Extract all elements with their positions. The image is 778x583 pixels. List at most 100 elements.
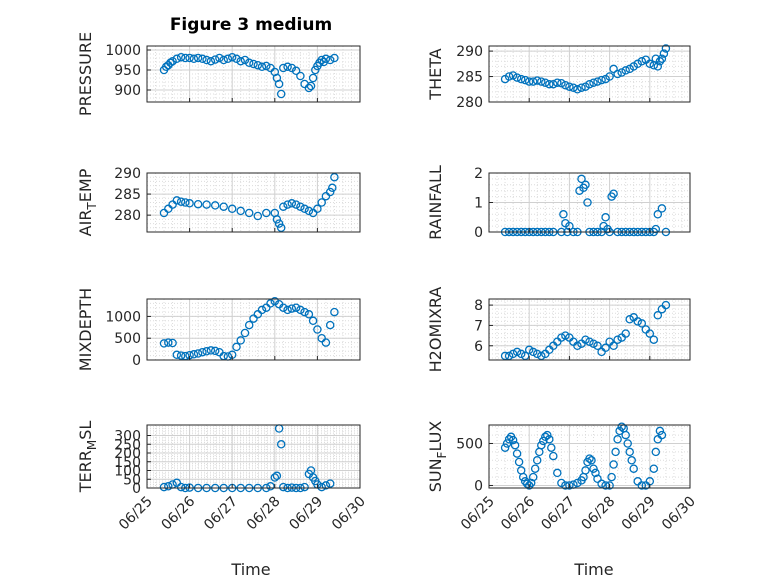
data-point	[617, 422, 626, 431]
data-point	[545, 79, 554, 89]
data-point	[597, 75, 606, 85]
data-point	[591, 468, 600, 478]
y-tick-label: 900	[114, 83, 141, 99]
data-point	[172, 478, 182, 488]
data-point	[257, 62, 267, 72]
data-point	[518, 472, 528, 482]
data-point	[300, 307, 309, 317]
data-point	[532, 349, 542, 359]
x-tick-label: 06/26	[159, 493, 199, 533]
data-point	[166, 58, 175, 68]
data-point	[651, 224, 661, 234]
data-point	[657, 204, 667, 213]
data-point	[262, 61, 271, 71]
data-point	[617, 68, 626, 77]
data-point	[539, 436, 548, 446]
data-point	[223, 54, 233, 64]
subplot-pressure: 900 950 1000 PRESSURE	[76, 32, 361, 116]
subplot-rainfall: 0 1 2 RAINFALL	[426, 165, 691, 241]
y-axis-label: MIXDEPTH	[76, 288, 95, 371]
data-point	[651, 447, 661, 457]
x-tick-label: 06/27	[201, 494, 241, 534]
data-point	[522, 479, 532, 489]
data-point	[317, 482, 326, 492]
data-point	[193, 199, 203, 209]
data-point	[210, 201, 220, 210]
y-tick-label: 950	[114, 63, 141, 79]
data-point	[512, 73, 522, 82]
data-point	[543, 430, 552, 440]
data-point	[621, 430, 630, 440]
axes-box	[146, 424, 361, 489]
data-point	[528, 77, 538, 86]
y-tick-label: 280	[114, 208, 141, 224]
data-point	[240, 328, 250, 338]
data-point	[623, 439, 632, 448]
data-point	[189, 54, 199, 64]
y-tick-label: 2	[474, 166, 483, 182]
data-point	[206, 56, 216, 66]
data-point	[276, 89, 286, 99]
data-point	[262, 303, 271, 312]
data-point	[317, 333, 326, 343]
y-tick-label: 250	[114, 437, 141, 453]
data-point	[236, 206, 245, 216]
data-point	[607, 472, 616, 482]
data-point	[553, 468, 562, 478]
data-point	[244, 58, 254, 68]
data-point	[613, 435, 622, 444]
y-tick-label: 0	[132, 353, 141, 369]
data-point	[589, 339, 598, 348]
data-point	[621, 329, 630, 338]
data-point	[325, 320, 335, 330]
subplot-theta: 280 285 290 THETA	[426, 44, 691, 111]
data-point	[291, 66, 301, 76]
subplot-air-temp: 280 285 290 AIRTEMP	[76, 166, 361, 236]
data-point	[210, 346, 220, 356]
data-point	[159, 339, 169, 348]
y-tick-label: 300	[114, 429, 141, 445]
data-point	[508, 71, 518, 80]
data-point	[272, 215, 282, 224]
data-point	[504, 72, 514, 81]
data-point	[516, 349, 526, 359]
x-axis-label-right: Time	[573, 560, 613, 579]
data-point	[589, 78, 598, 87]
data-point	[500, 443, 510, 452]
data-point	[512, 449, 522, 458]
data-point	[621, 66, 630, 75]
data-point	[202, 55, 211, 65]
data-point	[198, 54, 207, 64]
data-point	[276, 223, 286, 233]
y-tick-label: 280	[456, 95, 483, 111]
data-point	[532, 76, 542, 85]
data-point	[219, 202, 228, 211]
data-point	[189, 350, 199, 359]
y-tick-label: 1	[474, 196, 483, 212]
data-point	[279, 482, 288, 492]
data-point	[279, 202, 288, 211]
data-point	[308, 316, 318, 326]
data-point	[279, 63, 288, 73]
data-point	[587, 456, 596, 465]
y-tick-label: 290	[114, 166, 141, 182]
data-point	[328, 183, 337, 193]
data-point	[202, 200, 211, 209]
x-tick-label: 06/30	[659, 494, 699, 534]
data-point	[308, 73, 318, 83]
data-point	[524, 77, 534, 86]
x-tick-label: 06/26	[498, 493, 538, 533]
data-point	[276, 440, 286, 449]
data-point	[541, 78, 550, 87]
data-point	[585, 454, 594, 463]
data-point	[236, 336, 245, 345]
y-tick-label: 500	[114, 331, 141, 347]
data-point	[545, 435, 554, 444]
data-point	[313, 204, 322, 214]
x-tick-label: 06/27	[538, 494, 578, 534]
data-point	[330, 53, 339, 63]
data-point	[168, 56, 177, 66]
data-point	[508, 349, 518, 359]
plot-area	[147, 425, 360, 488]
